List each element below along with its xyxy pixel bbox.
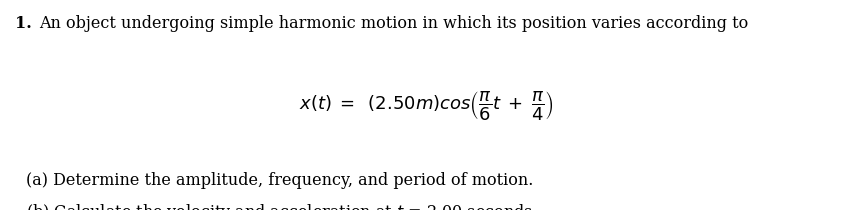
Text: (a) Determine the amplitude, frequency, and period of motion.: (a) Determine the amplitude, frequency, … <box>26 172 533 189</box>
Text: $x(t)\; =\;\; (2.50m)\mathit{cos}\left(\dfrac{\pi}{6}t\; +\; \dfrac{\pi}{4}\righ: $x(t)\; =\;\; (2.50m)\mathit{cos}\left(\… <box>298 88 554 122</box>
Text: 1.: 1. <box>15 15 32 32</box>
Text: An object undergoing simple harmonic motion in which its position varies accordi: An object undergoing simple harmonic mot… <box>39 15 748 32</box>
Text: (b) Calculate the velocity and acceleration at $t$ = 2.00 seconds: (b) Calculate the velocity and accelerat… <box>26 202 532 210</box>
